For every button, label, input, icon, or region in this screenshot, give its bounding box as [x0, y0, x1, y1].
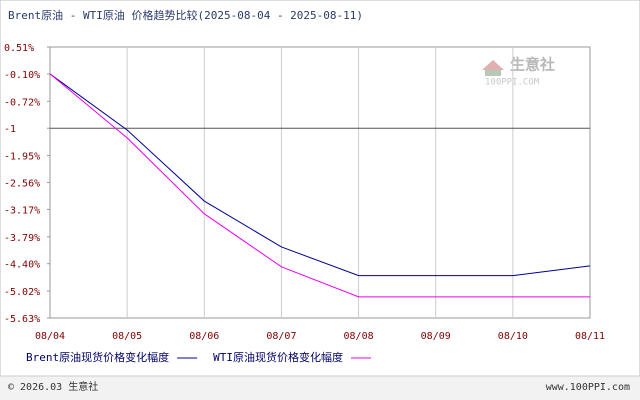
x-tick-label: 08/11 [575, 331, 605, 342]
watermark-name: 生意社 [510, 56, 555, 74]
y-tick-label: -3.17% [4, 205, 40, 216]
y-tick-label: -3.79% [4, 233, 40, 244]
y-tick-label: 0.51% [4, 43, 34, 54]
y-tick-label: -5.63% [4, 314, 40, 325]
x-tick-label: 08/07 [266, 331, 296, 342]
x-tick-label: 08/05 [112, 331, 142, 342]
y-tick-label: -4.40% [4, 260, 40, 271]
y-tick-label: -2.56% [4, 179, 40, 190]
footer-band [0, 376, 640, 400]
legend-label: WTI原油现货价格变化幅度 [213, 350, 343, 364]
x-tick-label: 08/04 [35, 331, 65, 342]
y-tick-label: -5.02% [4, 287, 40, 298]
chart-title: Brent原油 - WTI原油 价格趋势比较(2025-08-04 - 2025… [8, 8, 363, 22]
x-tick-label: 08/06 [189, 331, 219, 342]
y-tick-label: -1 [4, 124, 16, 135]
logo-roof [482, 60, 504, 70]
legend-label: Brent原油现货价格变化幅度 [26, 350, 169, 364]
x-tick-label: 08/08 [344, 331, 374, 342]
footer-copyright: © 2026.03 生意社 [8, 380, 98, 393]
series-line [49, 73, 591, 277]
x-tick-label: 08/10 [498, 331, 528, 342]
logo-base [485, 70, 501, 76]
series-line [49, 73, 590, 298]
y-tick-label: -0.10% [4, 70, 40, 81]
footer-site: www.100PPI.com [546, 382, 630, 393]
y-tick-label: -1.95% [4, 152, 40, 163]
x-tick-label: 08/09 [421, 331, 451, 342]
y-tick-label: -0.72% [4, 97, 40, 108]
